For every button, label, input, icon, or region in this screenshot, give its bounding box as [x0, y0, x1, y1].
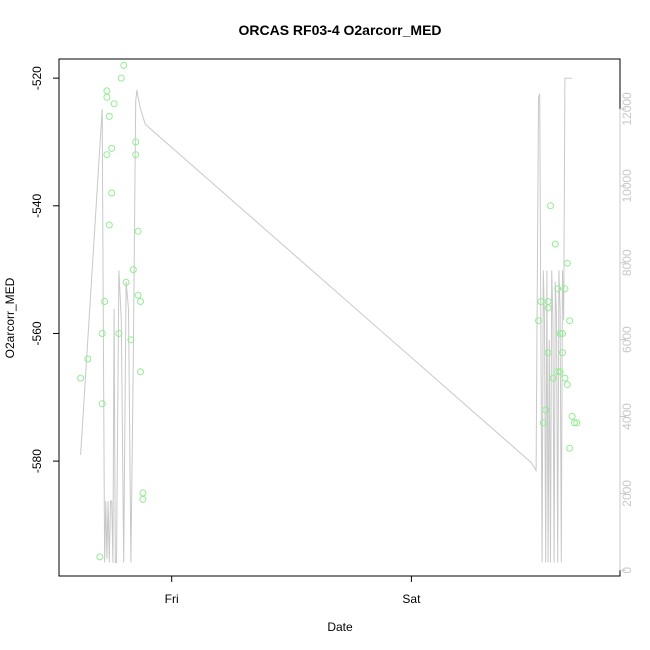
data-point	[77, 374, 85, 382]
data-point	[139, 489, 147, 497]
data-point	[537, 298, 545, 305]
data-point	[105, 221, 113, 229]
data-point	[122, 278, 130, 286]
data-point	[559, 330, 566, 337]
y-axis-left: -580 -560 -540 -520	[30, 66, 60, 473]
data-point	[132, 151, 140, 159]
x-axis: Fri Sat	[165, 575, 421, 606]
chart-title: ORCAS RF03-4 O2arcorr_MED	[238, 22, 441, 38]
x-axis-label: Date	[327, 620, 353, 634]
data-point	[120, 61, 128, 69]
data-point	[132, 138, 140, 146]
data-point	[110, 100, 118, 108]
data-point	[539, 419, 547, 427]
data-point	[134, 227, 142, 235]
data-point	[566, 317, 574, 325]
data-point	[561, 374, 569, 382]
data-point	[139, 495, 147, 503]
y-right-tick-label: 2000	[620, 480, 634, 507]
data-point	[98, 330, 106, 337]
x-tick-label: Sat	[402, 592, 421, 606]
data-point	[563, 259, 571, 267]
y-left-tick-label: -580	[30, 449, 44, 473]
data-point	[103, 93, 111, 101]
data-point	[544, 298, 552, 305]
plot-frame	[58, 58, 621, 577]
data-point	[554, 368, 562, 376]
data-point	[542, 406, 550, 414]
data-point	[544, 304, 552, 312]
y-axis-label: O2arcorr_MED	[3, 277, 17, 358]
data-point	[551, 240, 559, 248]
data-point	[547, 202, 554, 210]
data-point	[84, 355, 92, 363]
series-line-0	[80, 77, 573, 563]
y-right-tick-label: 4000	[620, 403, 634, 430]
y-right-tick-label: 6000	[620, 326, 634, 353]
series-layer	[77, 61, 581, 563]
y-left-tick-label: -560	[30, 321, 44, 345]
data-point	[108, 144, 116, 152]
data-point	[137, 298, 144, 305]
data-point	[570, 419, 578, 427]
data-point	[568, 412, 576, 420]
data-point	[117, 74, 125, 82]
data-point	[563, 381, 571, 388]
data-point	[561, 285, 569, 293]
data-point	[103, 151, 111, 159]
data-point	[108, 189, 116, 197]
data-point	[101, 298, 109, 305]
data-point	[573, 419, 581, 427]
data-point	[103, 87, 111, 95]
y-left-tick-label: -520	[30, 66, 44, 90]
data-point	[559, 349, 566, 357]
y-left-tick-label: -540	[30, 193, 44, 217]
x-tick-label: Fri	[165, 592, 179, 606]
y-right-tick-label: 10000	[620, 169, 634, 203]
data-point	[127, 336, 135, 344]
data-point	[96, 553, 104, 561]
data-point	[556, 368, 564, 376]
y-right-tick-label: 12000	[620, 92, 634, 126]
data-point	[115, 330, 123, 337]
data-point	[544, 349, 552, 357]
data-point	[129, 266, 137, 274]
data-point	[554, 285, 562, 293]
y-axis-right: 0 2000 4000 6000 8000 10000 12000	[619, 92, 634, 574]
data-point	[549, 374, 557, 382]
data-point	[556, 330, 564, 337]
data-point	[566, 444, 574, 452]
data-point	[98, 400, 106, 408]
data-point	[105, 112, 113, 120]
data-point	[535, 317, 542, 325]
data-point	[134, 291, 142, 299]
y-right-tick-label: 8000	[620, 249, 634, 276]
y-right-tick-label: 0	[620, 567, 634, 574]
data-point	[137, 368, 144, 376]
